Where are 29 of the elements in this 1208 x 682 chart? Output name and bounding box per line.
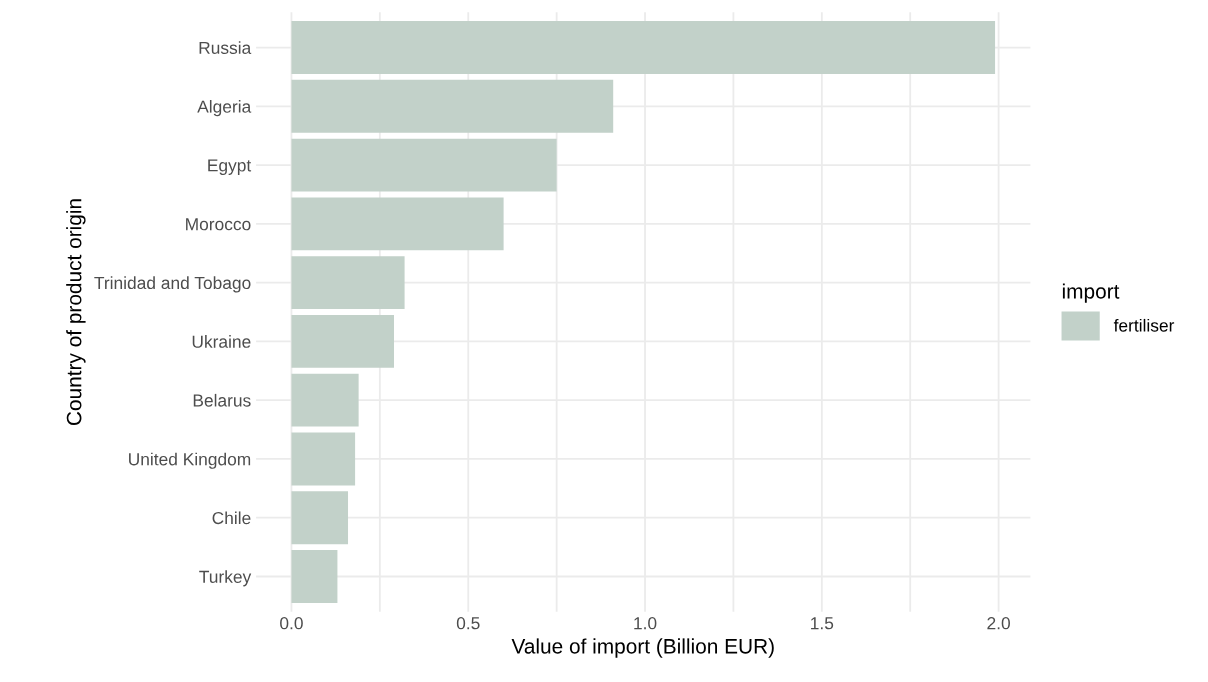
bar [291,21,996,74]
bar [291,197,504,251]
x-tick-label: 2.0 [987,617,1010,630]
y-tick-label: Turkey [199,570,252,587]
legend-label: fertiliser [1113,318,1175,332]
x-tick-label: 1.0 [634,617,657,630]
y-tick-label: Trinidad and Tobago [94,276,251,293]
bar [291,373,359,427]
y-tick-label: Belarus [193,393,251,407]
y-tick-label: Morocco [186,218,251,231]
y-tick-label: Algeria [197,100,252,117]
bar [291,256,405,310]
bar [291,138,557,192]
y-axis-title: Country of product origin [66,199,86,426]
y-tick-label: Egypt [208,159,252,175]
y-tick-label: Chile [212,511,251,525]
bar [291,550,338,603]
text: 0.0 [280,617,303,630]
bar [291,432,356,486]
y-tick-label: Russia [199,41,252,54]
bar [291,314,394,368]
y-tick-label: Ukraine [192,335,251,348]
bar [291,491,349,545]
x-tick-label: 1.5 [811,617,834,630]
x-tick-label: 0.5 [456,617,480,630]
y-tick-label: United Kingdom [129,452,251,469]
bar [291,79,614,133]
x-axis-title: Value of import (Billion EUR) [511,638,774,658]
legend-title: import [1062,283,1120,303]
